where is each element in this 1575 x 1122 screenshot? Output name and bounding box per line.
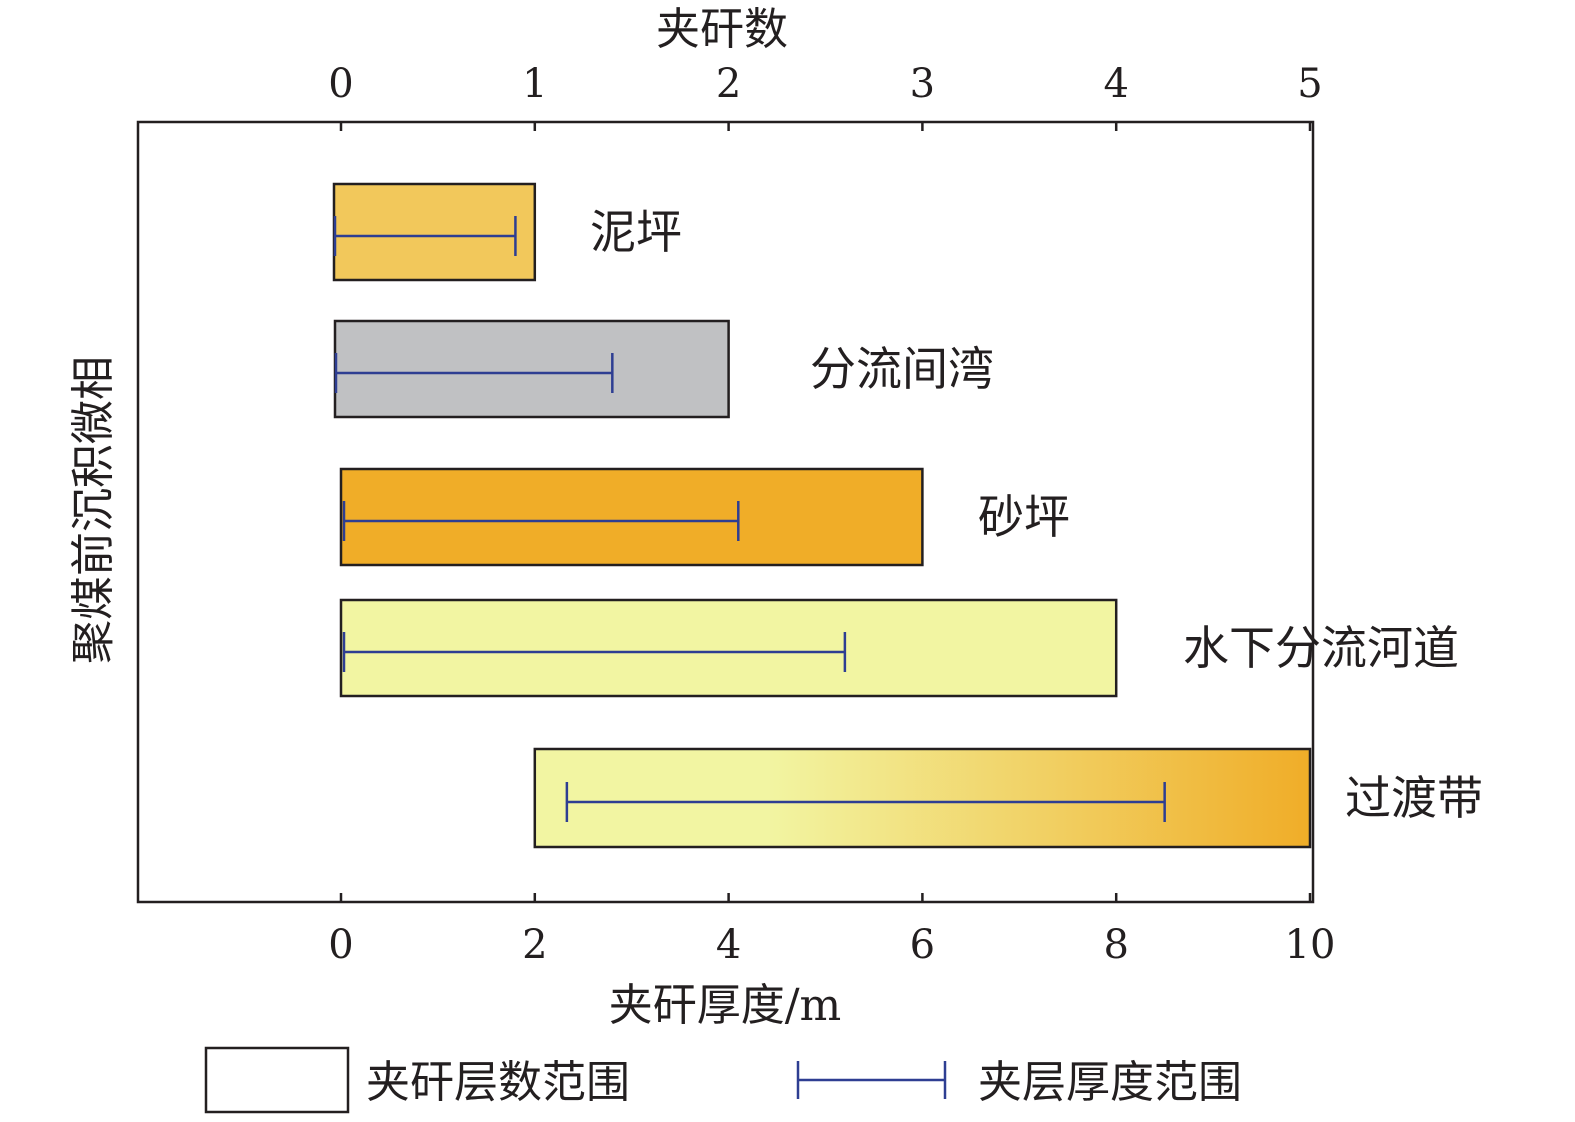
count-range-bars: [332, 182, 1312, 849]
thickness-errorbars: [333, 216, 1166, 822]
bottom-axis: 0 2 4 6 8 10: [328, 893, 1335, 968]
category-label: 泥坪: [590, 205, 682, 259]
bottom-axis-title: 夹矸厚度/m: [609, 980, 842, 1031]
count-range-bar: [339, 467, 924, 567]
bottom-tick-label: 8: [1103, 922, 1128, 968]
top-tick-label: 3: [910, 61, 935, 107]
top-tick-label: 5: [1297, 61, 1322, 107]
thickness-errorbar: [342, 632, 847, 672]
category-label: 砂坪: [978, 490, 1070, 544]
y-axis-title: 聚煤前沉积微相: [68, 356, 119, 664]
bottom-tick-label: 4: [716, 922, 741, 968]
bottom-tick-label: 2: [522, 922, 547, 968]
count-range-bar: [333, 319, 730, 419]
bottom-tick-label: 0: [328, 922, 353, 968]
thickness-errorbar: [333, 216, 517, 256]
legend-box-swatch: [204, 1046, 350, 1114]
thickness-errorbar: [334, 353, 614, 393]
category-label: 分流间湾: [810, 342, 994, 396]
top-tick-label: 1: [522, 61, 547, 107]
legend-label-count: 夹矸层数范围: [366, 1057, 630, 1108]
category-label: 过渡带: [1345, 771, 1483, 825]
top-axis: 0 1 2 3 4 5: [328, 61, 1323, 131]
category-label: 水下分流河道: [1183, 621, 1459, 675]
legend-label-thickness: 夹层厚度范围: [978, 1057, 1242, 1108]
top-axis-title: 夹矸数: [656, 4, 788, 55]
count-range-bar: [332, 182, 537, 282]
bottom-tick-label: 10: [1285, 922, 1336, 968]
thickness-errorbar: [342, 501, 740, 541]
top-tick-label: 2: [716, 61, 741, 107]
bottom-tick-label: 6: [910, 922, 935, 968]
count-range-bar: [339, 598, 1118, 698]
count-range-bar: [533, 747, 1312, 849]
top-tick-label: 4: [1103, 61, 1128, 107]
legend: 夹矸层数范围 夹层厚度范围: [204, 1046, 1242, 1114]
legend-errorbar-swatch: [796, 1061, 947, 1099]
thickness-errorbar: [565, 782, 1166, 822]
top-tick-label: 0: [328, 61, 353, 107]
plot-frame: [136, 120, 1315, 904]
